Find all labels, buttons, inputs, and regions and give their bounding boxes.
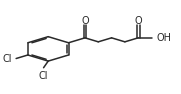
Text: O: O [81, 16, 89, 26]
Text: OH: OH [157, 33, 172, 43]
Text: O: O [134, 16, 142, 26]
Text: Cl: Cl [3, 53, 12, 64]
Text: Cl: Cl [39, 71, 48, 81]
